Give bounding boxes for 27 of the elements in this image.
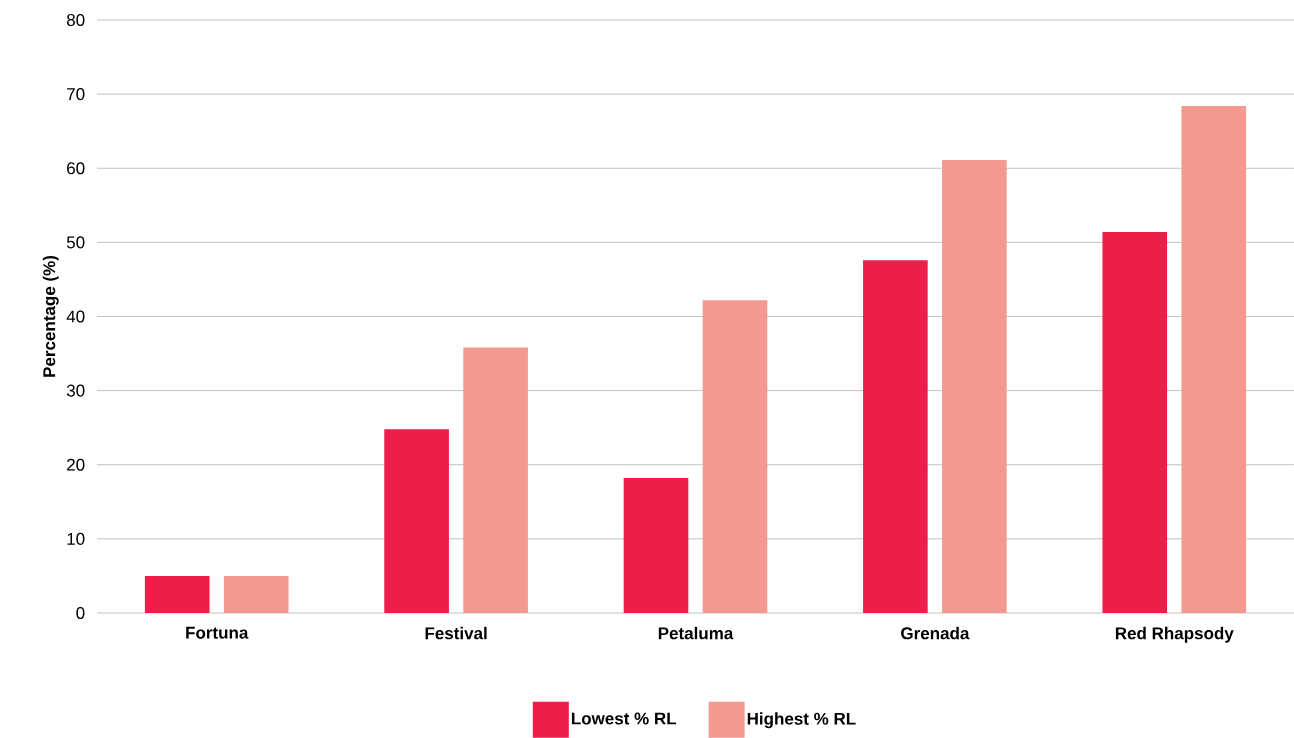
x-tick-label: Red Rhapsody <box>1115 626 1234 643</box>
y-tick-label: 50 <box>66 236 85 249</box>
y-tick-label: 80 <box>66 13 85 27</box>
y-tick-label: 30 <box>66 384 85 397</box>
bar <box>942 160 1007 613</box>
y-tick-label: 0 <box>76 606 85 620</box>
x-tick-label: Festival <box>425 626 487 640</box>
y-axis-title: Percentage (%) <box>42 255 59 377</box>
y-tick-label: 20 <box>67 458 85 471</box>
bar <box>384 429 449 613</box>
bar <box>144 575 210 613</box>
x-tick-label: Grenada <box>901 626 970 640</box>
y-tick-label: 60 <box>67 162 85 175</box>
bar <box>623 478 689 613</box>
legend-label: Highest % RL <box>747 712 856 729</box>
legend-label: Lowest % RL <box>571 712 677 725</box>
y-tick-label: 40 <box>66 310 85 323</box>
bar <box>1181 105 1247 613</box>
bar <box>463 347 528 613</box>
y-tick-label: 70 <box>67 88 85 101</box>
x-tick-label: Fortuna <box>186 626 249 639</box>
x-tick-label: Petaluma <box>658 626 734 640</box>
bar <box>223 575 289 613</box>
bar <box>702 300 768 613</box>
bar <box>1102 231 1168 613</box>
y-tick-label: 10 <box>67 532 85 545</box>
bar <box>863 260 928 613</box>
